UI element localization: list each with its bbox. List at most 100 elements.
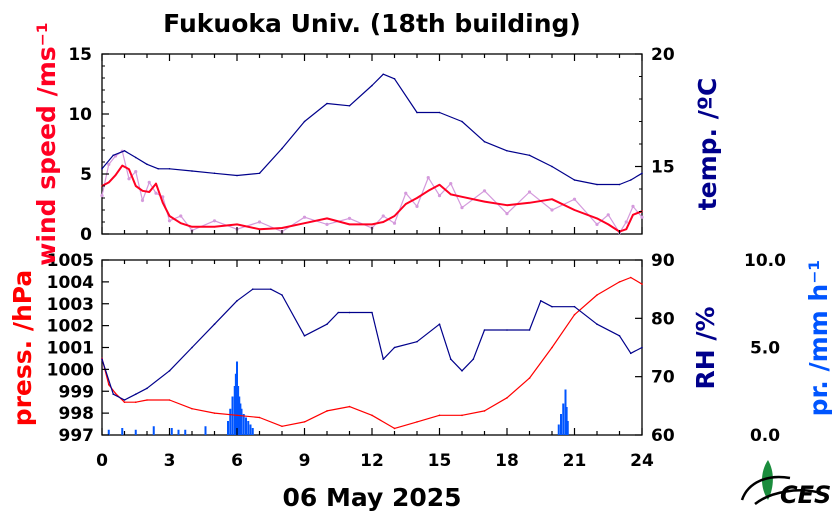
wind-raw-point: [179, 214, 183, 218]
precipitation-bar: [121, 428, 124, 435]
precipitation-bar: [565, 407, 568, 435]
temperature-point: [168, 167, 171, 170]
top-panel-series: [101, 73, 643, 233]
wind-raw-point: [624, 220, 628, 224]
wind-raw-point: [550, 208, 554, 212]
humidity-point: [371, 311, 373, 314]
temperature-point: [618, 183, 621, 186]
wind-speed-point: [121, 164, 124, 167]
wind-speed-point: [161, 202, 164, 204]
humidity-point: [539, 300, 542, 302]
temperature-point: [629, 179, 632, 181]
humidity-point: [348, 311, 351, 314]
pressure-point: [573, 313, 576, 316]
axis-ticks: 0510151520997998999100010011002100310041…: [47, 45, 786, 471]
temperature-point: [326, 102, 328, 105]
pressure-axis-tick-label: 1000: [47, 360, 94, 380]
wind-speed-point: [632, 214, 634, 216]
temperature-point: [348, 104, 351, 107]
wind-raw-point: [381, 214, 385, 218]
precipitation-bar: [247, 421, 250, 435]
logo-text: CES: [780, 481, 831, 509]
bottom-panel-precipitation-bars: [107, 361, 569, 435]
humidity-point: [168, 370, 171, 372]
humidity-point: [112, 393, 115, 395]
x-axis-tick-label: 0: [96, 451, 108, 471]
pressure-point: [213, 412, 216, 414]
wind-speed-point: [573, 209, 576, 211]
temperature-axis-tick-label: 20: [651, 45, 675, 65]
humidity-point: [213, 323, 216, 325]
temperature-point: [506, 149, 508, 152]
precipitation-bar: [227, 421, 229, 435]
precipitation-bar: [564, 389, 567, 435]
wind-speed-point: [236, 223, 238, 226]
wind-speed-point: [168, 215, 171, 217]
humidity-point: [146, 387, 148, 390]
precipitation-bar: [566, 421, 569, 435]
humidity-point: [123, 399, 126, 401]
humidity-point: [416, 340, 418, 343]
wind-speed-point: [483, 200, 486, 203]
pressure-line: [101, 276, 643, 429]
wind-raw-point: [127, 177, 131, 181]
wind-speed-point: [449, 193, 452, 196]
wind-speed-point: [326, 217, 328, 220]
wind-speed-axis-tick-label: 15: [68, 45, 92, 65]
pressure-axis-tick-label: 998: [59, 404, 95, 424]
humidity-point: [573, 305, 576, 308]
wind-raw-point: [134, 170, 138, 174]
precipitation-bar: [170, 428, 173, 435]
logo-leaf-icon: [762, 460, 773, 500]
pressure-axis-label: press. /hPa: [8, 270, 37, 427]
wind-speed-point: [371, 223, 373, 226]
humidity-point: [269, 288, 272, 290]
pressure-point: [618, 281, 621, 283]
wind-raw-point: [527, 190, 532, 194]
humidity-point: [461, 370, 463, 372]
temperature-point: [123, 149, 126, 152]
wind-speed-point: [155, 182, 157, 185]
wind-raw-point: [631, 204, 635, 208]
wind-raw-point: [257, 220, 262, 224]
logo-swoosh-icon: [740, 475, 825, 505]
pressure-point: [348, 405, 351, 408]
humidity-point: [382, 358, 385, 360]
temperature-point: [303, 120, 306, 123]
precipitation-bar: [233, 386, 236, 435]
wind-raw-point: [415, 204, 419, 208]
wind-speed-point: [213, 226, 216, 228]
temperature-point: [236, 174, 238, 177]
wind-raw-point: [140, 198, 145, 202]
temperature-point: [146, 163, 148, 166]
wind-speed-point: [107, 181, 110, 184]
wind-raw-point: [449, 182, 453, 186]
wind-speed-point: [427, 190, 430, 192]
wind-speed-point: [393, 215, 396, 217]
pressure-axis-tick-label: 1004: [47, 273, 94, 293]
wind-speed-point: [148, 191, 151, 193]
x-axis-tick-label: 18: [495, 451, 519, 471]
humidity-point: [618, 335, 621, 337]
humidity-point: [134, 393, 137, 395]
pressure-point: [258, 416, 261, 419]
precipitation-bar: [231, 396, 234, 435]
wind-speed-line: [101, 164, 643, 233]
precipitation-axis-tick-label: 0.0: [750, 426, 780, 446]
wind-raw-point: [154, 191, 158, 195]
temperature-point: [258, 172, 261, 175]
temperature-point: [134, 156, 137, 159]
pressure-axis-tick-label: 1005: [47, 251, 94, 271]
pressure-point: [123, 401, 126, 403]
wind-raw-point: [460, 206, 464, 210]
x-axis-tick-label: 15: [428, 451, 452, 471]
pressure-axis-tick-label: 997: [59, 426, 95, 446]
precipitation-bar: [107, 429, 110, 435]
x-axis-tick-label: 21: [563, 451, 587, 471]
wind-speed-point: [281, 227, 283, 229]
wind-speed-point: [438, 184, 441, 186]
humidity-point: [438, 323, 441, 325]
temperature-point: [573, 179, 576, 181]
pressure-point: [326, 410, 328, 412]
precipitation-bar: [234, 373, 237, 435]
